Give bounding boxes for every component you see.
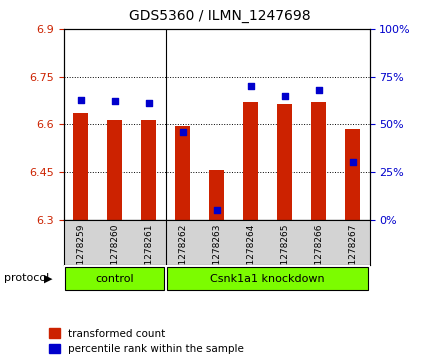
- Bar: [73, 113, 88, 220]
- Bar: [141, 119, 156, 220]
- Point: [315, 87, 322, 93]
- Text: GDS5360 / ILMN_1247698: GDS5360 / ILMN_1247698: [129, 9, 311, 23]
- Text: GSM1278263: GSM1278263: [212, 223, 221, 284]
- Point: [77, 97, 84, 102]
- Text: GSM1278264: GSM1278264: [246, 223, 255, 284]
- Point: [349, 159, 356, 165]
- Point: [213, 207, 220, 213]
- Text: GSM1278262: GSM1278262: [178, 223, 187, 284]
- Point: [111, 98, 118, 104]
- Bar: [277, 104, 292, 220]
- FancyBboxPatch shape: [168, 267, 368, 290]
- Point: [281, 93, 288, 99]
- Bar: [209, 170, 224, 220]
- Text: GSM1278267: GSM1278267: [348, 223, 357, 284]
- Text: control: control: [95, 274, 134, 284]
- Text: GSM1278259: GSM1278259: [76, 223, 85, 284]
- Text: Csnk1a1 knockdown: Csnk1a1 knockdown: [210, 274, 325, 284]
- Point: [179, 129, 186, 135]
- Text: GSM1278260: GSM1278260: [110, 223, 119, 284]
- Legend: transformed count, percentile rank within the sample: transformed count, percentile rank withi…: [49, 329, 244, 354]
- Bar: [175, 126, 191, 220]
- Point: [247, 83, 254, 89]
- Point: [145, 101, 152, 106]
- FancyBboxPatch shape: [66, 267, 164, 290]
- Text: GSM1278261: GSM1278261: [144, 223, 153, 284]
- Text: GSM1278265: GSM1278265: [280, 223, 289, 284]
- Bar: [107, 119, 122, 220]
- Bar: [311, 102, 326, 220]
- Text: ▶: ▶: [44, 273, 52, 284]
- Text: GSM1278266: GSM1278266: [314, 223, 323, 284]
- Text: protocol: protocol: [4, 273, 50, 284]
- Bar: [243, 102, 258, 220]
- Bar: [345, 129, 360, 220]
